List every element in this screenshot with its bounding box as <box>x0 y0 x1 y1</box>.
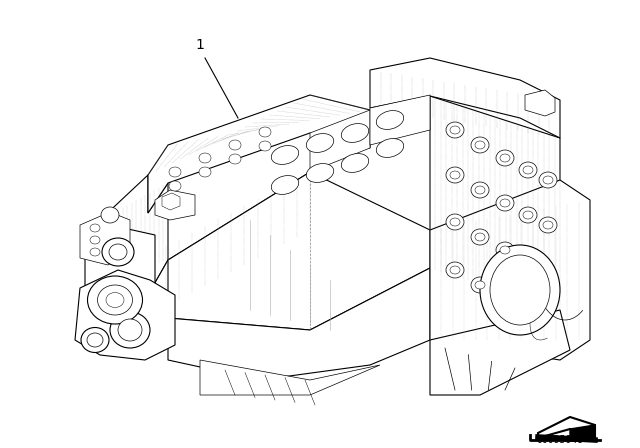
Ellipse shape <box>97 285 132 315</box>
Ellipse shape <box>500 246 510 254</box>
Polygon shape <box>538 417 595 438</box>
Ellipse shape <box>475 233 485 241</box>
Ellipse shape <box>500 199 510 207</box>
Polygon shape <box>370 95 430 145</box>
Polygon shape <box>100 172 310 342</box>
Ellipse shape <box>199 153 211 163</box>
Polygon shape <box>168 268 430 380</box>
Ellipse shape <box>259 127 271 137</box>
Ellipse shape <box>496 242 514 258</box>
Ellipse shape <box>259 141 271 151</box>
Polygon shape <box>310 110 370 172</box>
Ellipse shape <box>81 327 109 353</box>
Polygon shape <box>162 193 180 210</box>
Ellipse shape <box>446 262 464 278</box>
Polygon shape <box>80 212 130 265</box>
Ellipse shape <box>307 134 333 152</box>
Polygon shape <box>370 58 560 138</box>
Polygon shape <box>430 96 560 310</box>
Ellipse shape <box>90 236 100 244</box>
Ellipse shape <box>471 229 489 245</box>
Polygon shape <box>200 360 380 395</box>
Ellipse shape <box>450 218 460 226</box>
Ellipse shape <box>523 211 533 219</box>
Ellipse shape <box>307 164 333 182</box>
Ellipse shape <box>490 255 550 325</box>
Polygon shape <box>75 270 175 360</box>
Ellipse shape <box>450 126 460 134</box>
Ellipse shape <box>341 124 369 142</box>
Ellipse shape <box>543 176 553 184</box>
Polygon shape <box>430 310 570 395</box>
Ellipse shape <box>543 221 553 229</box>
Ellipse shape <box>88 276 143 324</box>
Polygon shape <box>85 225 155 338</box>
Ellipse shape <box>519 162 537 178</box>
Ellipse shape <box>539 172 557 188</box>
Ellipse shape <box>475 186 485 194</box>
Ellipse shape <box>446 214 464 230</box>
Ellipse shape <box>471 182 489 198</box>
Ellipse shape <box>450 266 460 274</box>
Ellipse shape <box>169 167 181 177</box>
Ellipse shape <box>471 277 489 293</box>
Polygon shape <box>525 90 555 116</box>
Polygon shape <box>430 180 590 360</box>
Ellipse shape <box>480 245 560 335</box>
Ellipse shape <box>523 258 533 266</box>
Ellipse shape <box>446 167 464 183</box>
Ellipse shape <box>496 150 514 166</box>
Ellipse shape <box>450 171 460 179</box>
Ellipse shape <box>271 176 299 194</box>
Ellipse shape <box>475 281 485 289</box>
Ellipse shape <box>500 154 510 162</box>
Text: 00095048: 00095048 <box>536 435 584 445</box>
Polygon shape <box>168 172 430 330</box>
Polygon shape <box>155 190 195 220</box>
Ellipse shape <box>106 293 124 307</box>
Ellipse shape <box>539 217 557 233</box>
Ellipse shape <box>523 166 533 174</box>
Ellipse shape <box>376 138 404 157</box>
Ellipse shape <box>118 319 142 341</box>
Ellipse shape <box>496 195 514 211</box>
Ellipse shape <box>110 312 150 348</box>
Ellipse shape <box>90 248 100 256</box>
Ellipse shape <box>229 140 241 150</box>
Ellipse shape <box>90 224 100 232</box>
Ellipse shape <box>101 207 119 223</box>
Ellipse shape <box>109 244 127 260</box>
Ellipse shape <box>169 181 181 191</box>
Ellipse shape <box>376 111 404 129</box>
Ellipse shape <box>519 254 537 270</box>
Ellipse shape <box>199 167 211 177</box>
Ellipse shape <box>271 146 299 164</box>
Ellipse shape <box>471 137 489 153</box>
Polygon shape <box>148 95 370 213</box>
Polygon shape <box>570 425 595 441</box>
Polygon shape <box>100 175 168 295</box>
Ellipse shape <box>446 122 464 138</box>
Ellipse shape <box>102 238 134 266</box>
Ellipse shape <box>229 154 241 164</box>
Ellipse shape <box>341 154 369 172</box>
Ellipse shape <box>475 141 485 149</box>
Text: 1: 1 <box>196 38 204 52</box>
Ellipse shape <box>519 207 537 223</box>
Ellipse shape <box>87 333 103 347</box>
